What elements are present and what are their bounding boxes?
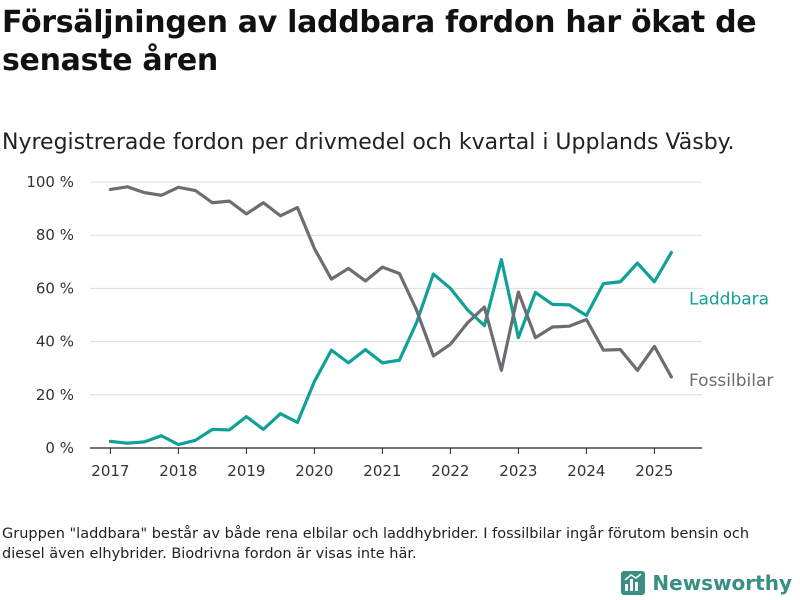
x-tick-label: 2020 <box>295 462 333 480</box>
brand-name: Newsworthy <box>652 571 792 595</box>
x-tick-label: 2017 <box>91 462 129 480</box>
y-tick-label: 100 % <box>26 173 74 191</box>
y-tick-label: 40 % <box>36 333 74 351</box>
newsworthy-logo-icon <box>621 571 646 595</box>
x-tick-label: 2023 <box>499 462 537 480</box>
footnote: Gruppen "laddbara" består av både rena e… <box>2 526 750 562</box>
brand-logo: Newsworthy <box>620 568 792 598</box>
series-line-fossilbilar <box>108 185 674 379</box>
y-tick-label: 80 % <box>36 226 74 244</box>
series-label-fossilbilar: Fossilbilar <box>689 371 773 391</box>
x-tick-label: 2021 <box>363 462 401 480</box>
chart-subtitle: Nyregistrerade fordon per drivmedel och … <box>2 130 735 155</box>
y-tick-label: 0 % <box>45 439 74 457</box>
grid-lines <box>90 181 702 396</box>
line-chart: 0 % 20 % 40 % 60 % 80 % 100 % 2017 2018 2019 2020… <box>26 173 773 480</box>
y-tick-label: 20 % <box>36 386 74 404</box>
series-line-laddbara <box>108 250 674 447</box>
series-label-laddbara: Laddbara <box>689 289 769 309</box>
x-tick-label: 2018 <box>159 462 197 480</box>
y-tick-label: 60 % <box>36 279 74 297</box>
series-labels: Laddbara Fossilbilar <box>689 289 773 390</box>
x-tick-label: 2022 <box>431 462 469 480</box>
page-title: Försäljningen av laddbara fordon har öka… <box>2 5 757 78</box>
series-lines <box>108 185 674 447</box>
x-tick-label: 2024 <box>567 462 605 480</box>
x-tick-label: 2025 <box>635 462 673 480</box>
axes: 0 % 20 % 40 % 60 % 80 % 100 % 2017 2018 2019 2020… <box>26 173 702 480</box>
x-tick-label: 2019 <box>227 462 265 480</box>
